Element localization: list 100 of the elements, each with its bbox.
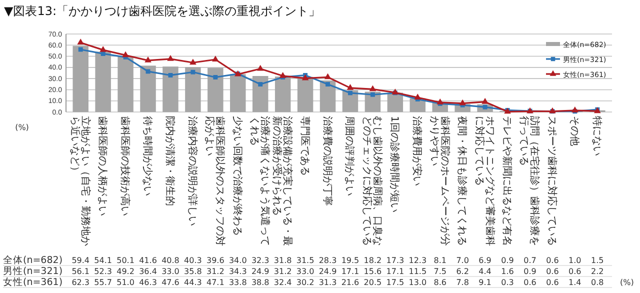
data-label: 55.7: [94, 278, 112, 287]
data-label: 1.6: [501, 267, 514, 276]
data-label: 24.9: [251, 267, 270, 276]
data-label: 0.7: [524, 256, 536, 265]
x-tick-label: その他: [568, 116, 580, 146]
data-label: 38.8: [251, 278, 270, 287]
data-label: 49.2: [116, 267, 134, 276]
data-label: 12.3: [408, 256, 427, 265]
chart-title: ▼図表13:「かかりつけ歯科医院を選ぶ際の重視ポイント」: [4, 4, 321, 18]
point: [256, 64, 264, 71]
data-label: 36.4: [139, 267, 157, 276]
data-label: 6.9: [478, 256, 492, 265]
data-label: 9.1: [478, 278, 492, 287]
data-label: 47.1: [206, 278, 224, 287]
point: [370, 92, 375, 97]
data-label: 18.2: [364, 256, 382, 265]
x-tick-label: 特にない: [590, 116, 603, 156]
data-label: 40.3: [184, 256, 202, 265]
data-label: 1.4: [568, 278, 582, 287]
bar: [208, 68, 224, 112]
point: [459, 99, 466, 106]
data-label: 17.1: [341, 267, 360, 276]
x-tick-label: 訪問（在宅往診）歯科診療を行っている: [518, 116, 541, 246]
data-label: 34.0: [228, 256, 247, 265]
point: [212, 56, 219, 62]
point: [122, 51, 129, 58]
data-label: 17.1: [386, 267, 404, 276]
point: [324, 73, 332, 80]
data-label: 0.6: [546, 267, 559, 276]
point: [168, 72, 173, 78]
x-tick-label: 歯科医院のホームページが分かりやすい: [428, 116, 451, 246]
data-label: 0.6: [524, 278, 536, 287]
bar: [162, 66, 178, 112]
data-label: 2.2: [591, 267, 604, 276]
data-label: 24.9: [318, 267, 337, 276]
data-label: 51.0: [116, 278, 134, 287]
data-label: 31.5: [296, 256, 314, 265]
text: 男性(n=321): [3, 266, 63, 277]
point: [167, 55, 174, 61]
bar: [95, 52, 111, 112]
x-tick-label: 治療費用が安い: [411, 116, 424, 186]
point: [100, 46, 106, 52]
data-label: 0.9: [501, 256, 514, 265]
data-label: 17.3: [386, 256, 404, 265]
data-label: 31.8: [274, 256, 292, 265]
data-label: 50.1: [116, 256, 134, 265]
data-label: 59.4: [72, 256, 90, 265]
data-label: 54.1: [94, 256, 112, 265]
data-label: 44.3: [184, 278, 202, 287]
data-label: 41.6: [139, 256, 157, 265]
bar: [252, 76, 268, 112]
x-tick-label: 歯科医師の人柄がよい: [96, 116, 109, 216]
point: [100, 51, 106, 56]
data-label: 0.8: [591, 278, 604, 287]
data-label: 13.0: [408, 278, 427, 287]
x-tick-label: 治療内容の説明が詳しい: [186, 116, 198, 226]
x-tick-label: 周囲の評判がよい: [344, 116, 356, 196]
bar: [230, 74, 246, 112]
data-label: 47.6: [162, 278, 180, 287]
x-tick-label: 夜間・休日も診療してくれる: [456, 116, 468, 246]
data-label: 20.5: [364, 278, 382, 287]
bar: [185, 67, 201, 112]
data-label: 8.1: [434, 256, 446, 265]
bar: [297, 76, 314, 112]
data-label: 31.2: [274, 267, 292, 276]
x-tick-label: 治療設備が充実している・最新の治療が受けられる: [271, 116, 294, 246]
data-label: 0.6: [546, 256, 559, 265]
point: [258, 82, 263, 86]
text: 女性(n=361): [3, 277, 63, 288]
point: [78, 47, 83, 52]
bar: [320, 80, 336, 112]
x-tick-label: 専門医である: [298, 116, 311, 176]
bar: [140, 66, 156, 112]
point: [146, 69, 150, 74]
data-label: 4.4: [478, 267, 492, 276]
data-label: 52.3: [94, 267, 112, 276]
data-label: 39.6: [206, 256, 224, 265]
data-label: 33.0: [296, 267, 314, 276]
data-label: 8.6: [434, 278, 446, 287]
x-tick-label: スポーツ歯科に対応している: [546, 116, 558, 246]
data-label: 31.3: [318, 278, 337, 287]
x-tick-label: テレビや新聞に出るなど有名: [501, 116, 514, 246]
data-label: 0.6: [568, 267, 582, 276]
data-label: 28.3: [318, 256, 337, 265]
point: [414, 94, 422, 100]
x-tick-label: 待ち時間が少ない: [142, 116, 154, 196]
data-label: 15.6: [364, 267, 382, 276]
point: [190, 70, 196, 74]
data-label: 40.8: [162, 256, 180, 265]
data-label: 31.2: [206, 267, 224, 276]
data-label: 35.8: [184, 267, 202, 276]
data-label: 7.0: [456, 256, 469, 265]
data-label: 0.3: [501, 278, 514, 287]
x-tick-label: 歯科医師以外のスタッフの対応がよい: [204, 116, 226, 246]
bar: [274, 76, 291, 112]
data-label: 19.5: [341, 256, 360, 265]
data-label: 7.8: [456, 278, 469, 287]
data-label: 11.5: [408, 267, 427, 276]
point: [213, 75, 218, 80]
data-label: 32.4: [274, 278, 292, 287]
